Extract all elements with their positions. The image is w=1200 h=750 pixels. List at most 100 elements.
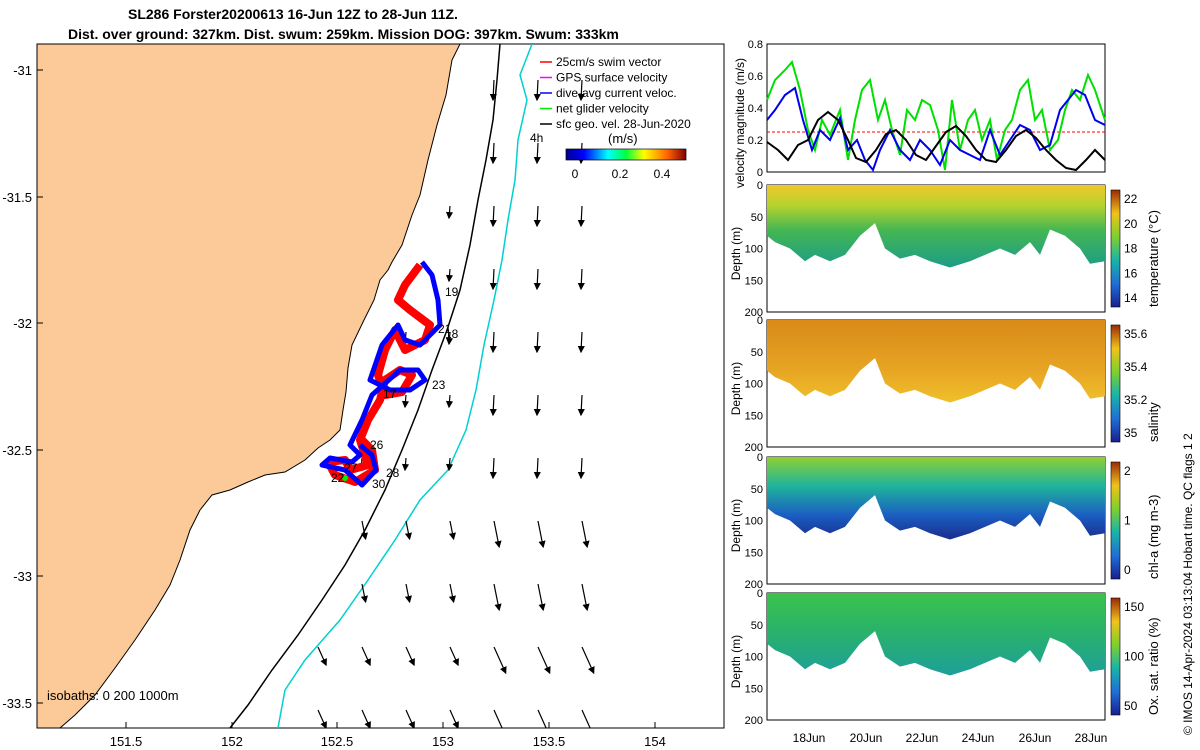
colorbar-tick: 0.2 bbox=[612, 167, 629, 181]
legend-entry: GPS surface velocity bbox=[556, 71, 667, 85]
colorbar bbox=[1110, 189, 1121, 308]
speed-colorbar bbox=[565, 148, 687, 161]
chla-panel: 0 50 100 150 200 Depth (m) 2 1 0 chl-a (mg m-3) bbox=[729, 452, 1161, 591]
depth-label: Depth (m) bbox=[729, 635, 743, 688]
time-xticks: 18Jun 20Jun 22Jun 24Jun 26Jun 28Jun bbox=[793, 731, 1108, 745]
title-line-2: Dist. over ground: 327km. Dist. swum: 25… bbox=[68, 26, 619, 42]
day-label: 19 bbox=[445, 285, 459, 299]
lat-tick-label: -32.5 bbox=[2, 443, 32, 458]
depth-tick: 0 bbox=[757, 588, 763, 600]
velocity-tick: 0.4 bbox=[748, 103, 763, 115]
lat-tick-label: -32 bbox=[13, 316, 32, 331]
depth-tick: 200 bbox=[745, 715, 763, 727]
colorbar-tick: 35.2 bbox=[1124, 393, 1148, 407]
legend-entry: sfc geo. vel. 28-Jun-2020 bbox=[556, 117, 691, 131]
colorbar bbox=[1110, 324, 1121, 443]
day-label: 27 bbox=[344, 461, 358, 475]
colorbar-label: (m/s) bbox=[608, 131, 638, 146]
depth-label: Depth (m) bbox=[729, 362, 743, 415]
depth-tick: 100 bbox=[745, 516, 763, 528]
day-label: 28 bbox=[386, 466, 400, 480]
day-label: 30 bbox=[372, 477, 386, 491]
isobath-200m bbox=[229, 44, 501, 728]
depth-tick: 100 bbox=[745, 652, 763, 664]
colorbar-tick: 0 bbox=[1124, 563, 1131, 577]
day-label: 26 bbox=[370, 438, 384, 452]
depth-tick: 50 bbox=[751, 347, 763, 359]
depth-tick: 150 bbox=[745, 683, 763, 695]
map-legend: 25cm/s swim vector GPS surface velocitydi… bbox=[540, 55, 691, 131]
depth-tick: 50 bbox=[751, 620, 763, 632]
velocity-tick: 0.8 bbox=[748, 39, 763, 51]
velocity-ylabel: velocity magnitude (m/s) bbox=[733, 58, 747, 188]
day-label: 21 bbox=[438, 322, 452, 336]
colorbar-tick: 0.4 bbox=[654, 167, 671, 181]
lon-tick-label: 152 bbox=[221, 734, 243, 749]
annotation-4h: 4h bbox=[530, 131, 543, 145]
legend-entry: 25cm/s swim vector bbox=[556, 55, 661, 69]
longitude-ticks: 151.5 152 152.5 153 153.5 154 bbox=[110, 722, 666, 749]
colorbar-tick: 2 bbox=[1124, 464, 1131, 478]
day-label: 18 bbox=[445, 327, 459, 341]
colorbar-ticks: 0 0.2 0.4 bbox=[572, 167, 671, 181]
day-label: 23 bbox=[432, 378, 446, 392]
depth-tick: 200 bbox=[745, 442, 763, 454]
depth-tick: 100 bbox=[745, 379, 763, 391]
depth-tick: 200 bbox=[745, 307, 763, 319]
colorbar-tick: 18 bbox=[1124, 242, 1138, 256]
colorbar-tick: 14 bbox=[1124, 291, 1138, 305]
day-label: 17 bbox=[383, 387, 397, 401]
time-tick: 22Jun bbox=[906, 731, 939, 745]
depth-tick: 0 bbox=[757, 180, 763, 192]
side-note-text: © IMOS 14-Apr-2024 03:13:04 Hobart time.… bbox=[1181, 433, 1195, 735]
depth-tick: 50 bbox=[751, 212, 763, 224]
colorbar bbox=[1110, 597, 1121, 716]
lon-tick-label: 151.5 bbox=[110, 734, 143, 749]
colorbar-label: temperature (°C) bbox=[1146, 210, 1161, 307]
time-tick: 18Jun bbox=[793, 731, 826, 745]
velocity-panel bbox=[766, 43, 1106, 173]
velocity-tick: 0.2 bbox=[748, 135, 763, 147]
day-label: 22 bbox=[331, 471, 345, 485]
colorbar-tick: 16 bbox=[1124, 266, 1138, 280]
time-tick: 24Jun bbox=[962, 731, 995, 745]
isobath-1000m bbox=[277, 44, 533, 728]
lat-tick-label: -31.5 bbox=[2, 190, 32, 205]
velocity-yticks: 0 0.2 0.4 0.6 0.8 bbox=[748, 39, 763, 179]
velocity-tick: 0.6 bbox=[748, 71, 763, 83]
colorbar-tick: 35.4 bbox=[1124, 360, 1148, 374]
colorbar-tick: 1 bbox=[1124, 514, 1131, 528]
depth-tick: 50 bbox=[751, 484, 763, 496]
legend-entry: dive-avg current veloc. bbox=[556, 86, 677, 100]
depth-label: Depth (m) bbox=[729, 499, 743, 552]
colorbar-tick: 150 bbox=[1124, 600, 1144, 614]
salinity-panel: 0 50 100 150 200 Depth (m) 35.6 35.4 35.2 35 salin… bbox=[729, 315, 1161, 454]
depth-tick: 150 bbox=[745, 275, 763, 287]
side-note: © IMOS 14-Apr-2024 03:13:04 Hobart time.… bbox=[1176, 200, 1198, 745]
time-tick: 26Jun bbox=[1019, 731, 1052, 745]
depth-label: Depth (m) bbox=[729, 227, 743, 280]
colorbar-tick: 35 bbox=[1124, 426, 1138, 440]
time-tick: 20Jun bbox=[850, 731, 883, 745]
colorbar-tick: 0 bbox=[572, 167, 579, 181]
legend-entry: net glider velocity bbox=[556, 102, 649, 116]
lon-tick-label: 152.5 bbox=[321, 734, 354, 749]
depth-tick: 150 bbox=[745, 410, 763, 422]
land-area bbox=[37, 44, 461, 728]
colorbar-tick: 100 bbox=[1124, 650, 1144, 664]
lat-tick-label: -33 bbox=[13, 569, 32, 584]
velocity-series bbox=[766, 59, 1106, 173]
latitude-ticks: -31 -31.5 -32 -32.5 -33 -33.5 bbox=[2, 63, 43, 711]
lat-tick-label: -31 bbox=[13, 63, 32, 78]
lat-tick-label: -33.5 bbox=[2, 696, 32, 711]
colorbar-tick: 22 bbox=[1124, 192, 1138, 206]
colorbar-label: salinity bbox=[1146, 402, 1161, 442]
colorbar bbox=[1110, 461, 1121, 580]
depth-tick: 100 bbox=[745, 244, 763, 256]
lon-tick-label: 153 bbox=[432, 734, 454, 749]
colorbar-tick: 50 bbox=[1124, 699, 1138, 713]
current-vector-field bbox=[317, 79, 595, 728]
temperature-panel: 0 50 100 150 200 Depth (m) 22 20 18 16 14 temperatu… bbox=[729, 180, 1161, 319]
depth-tick: 0 bbox=[757, 315, 763, 327]
